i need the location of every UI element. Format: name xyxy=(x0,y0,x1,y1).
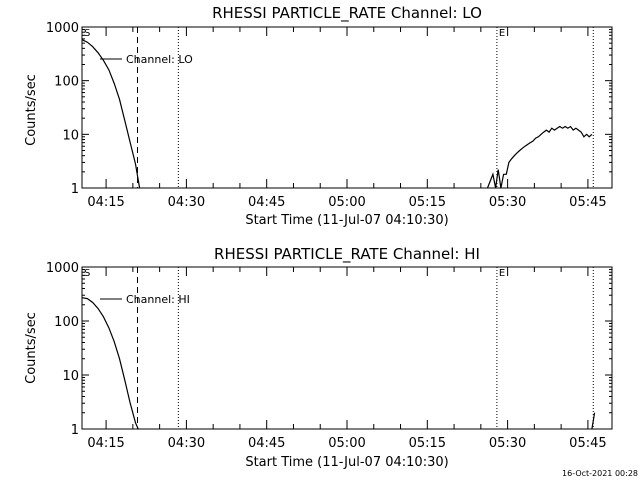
x-tick-label: 04:30 xyxy=(168,436,205,451)
y-axis-label: Counts/sec xyxy=(24,74,39,146)
x-tick-label: 05:15 xyxy=(409,195,446,210)
y-tick-label: 1 xyxy=(71,182,79,197)
series-line xyxy=(591,412,596,430)
x-tick-label: 05:15 xyxy=(409,436,446,451)
y-tick-label: 10 xyxy=(62,369,79,384)
panel-lo: RHESSI PARTICLE_RATE Channel: LO Counts/… xyxy=(24,4,613,228)
x-tick-label: 04:45 xyxy=(248,436,285,451)
series-line xyxy=(81,297,139,430)
y-tick-label: 10 xyxy=(62,128,79,143)
chart-title: RHESSI PARTICLE_RATE Channel: HI xyxy=(214,245,480,264)
x-tick-label: 04:30 xyxy=(168,195,205,210)
x-tick-label: 05:30 xyxy=(489,436,526,451)
y-axis-label: Counts/sec xyxy=(24,312,39,384)
marker-label: S xyxy=(84,28,90,39)
marker-label: E xyxy=(499,28,505,39)
legend-label: Channel: LO xyxy=(126,53,193,66)
marker-label: E xyxy=(499,268,505,279)
x-tick-label: 04:15 xyxy=(87,436,124,451)
panel-hi: RHESSI PARTICLE_RATE Channel: HI Counts/… xyxy=(24,245,613,470)
chart-title: RHESSI PARTICLE_RATE Channel: LO xyxy=(212,4,482,23)
y-tick-label: 1 xyxy=(71,423,79,438)
x-tick-label: 05:45 xyxy=(569,436,606,451)
x-tick-label: 05:00 xyxy=(328,195,365,210)
plot-frame xyxy=(81,266,613,430)
series-line xyxy=(486,125,593,189)
plot-frame xyxy=(81,26,613,189)
series-line xyxy=(81,39,141,189)
x-axis-label: Start Time (11-Jul-07 04:10:30) xyxy=(245,213,448,228)
y-tick-label: 1000 xyxy=(46,21,79,36)
marker-label: S xyxy=(84,268,90,279)
footer-timestamp: 16-Oct-2021 00:28 xyxy=(562,469,638,478)
legend-label: Channel: HI xyxy=(126,293,190,306)
y-tick-label: 100 xyxy=(54,315,79,330)
y-tick-label: 100 xyxy=(54,75,79,90)
x-tick-label: 05:45 xyxy=(569,195,606,210)
x-tick-label: 05:00 xyxy=(328,436,365,451)
x-tick-label: 05:30 xyxy=(489,195,526,210)
x-tick-label: 04:15 xyxy=(87,195,124,210)
x-tick-label: 04:45 xyxy=(248,195,285,210)
x-axis-label: Start Time (11-Jul-07 04:10:30) xyxy=(245,455,448,470)
y-tick-label: 1000 xyxy=(46,261,79,276)
